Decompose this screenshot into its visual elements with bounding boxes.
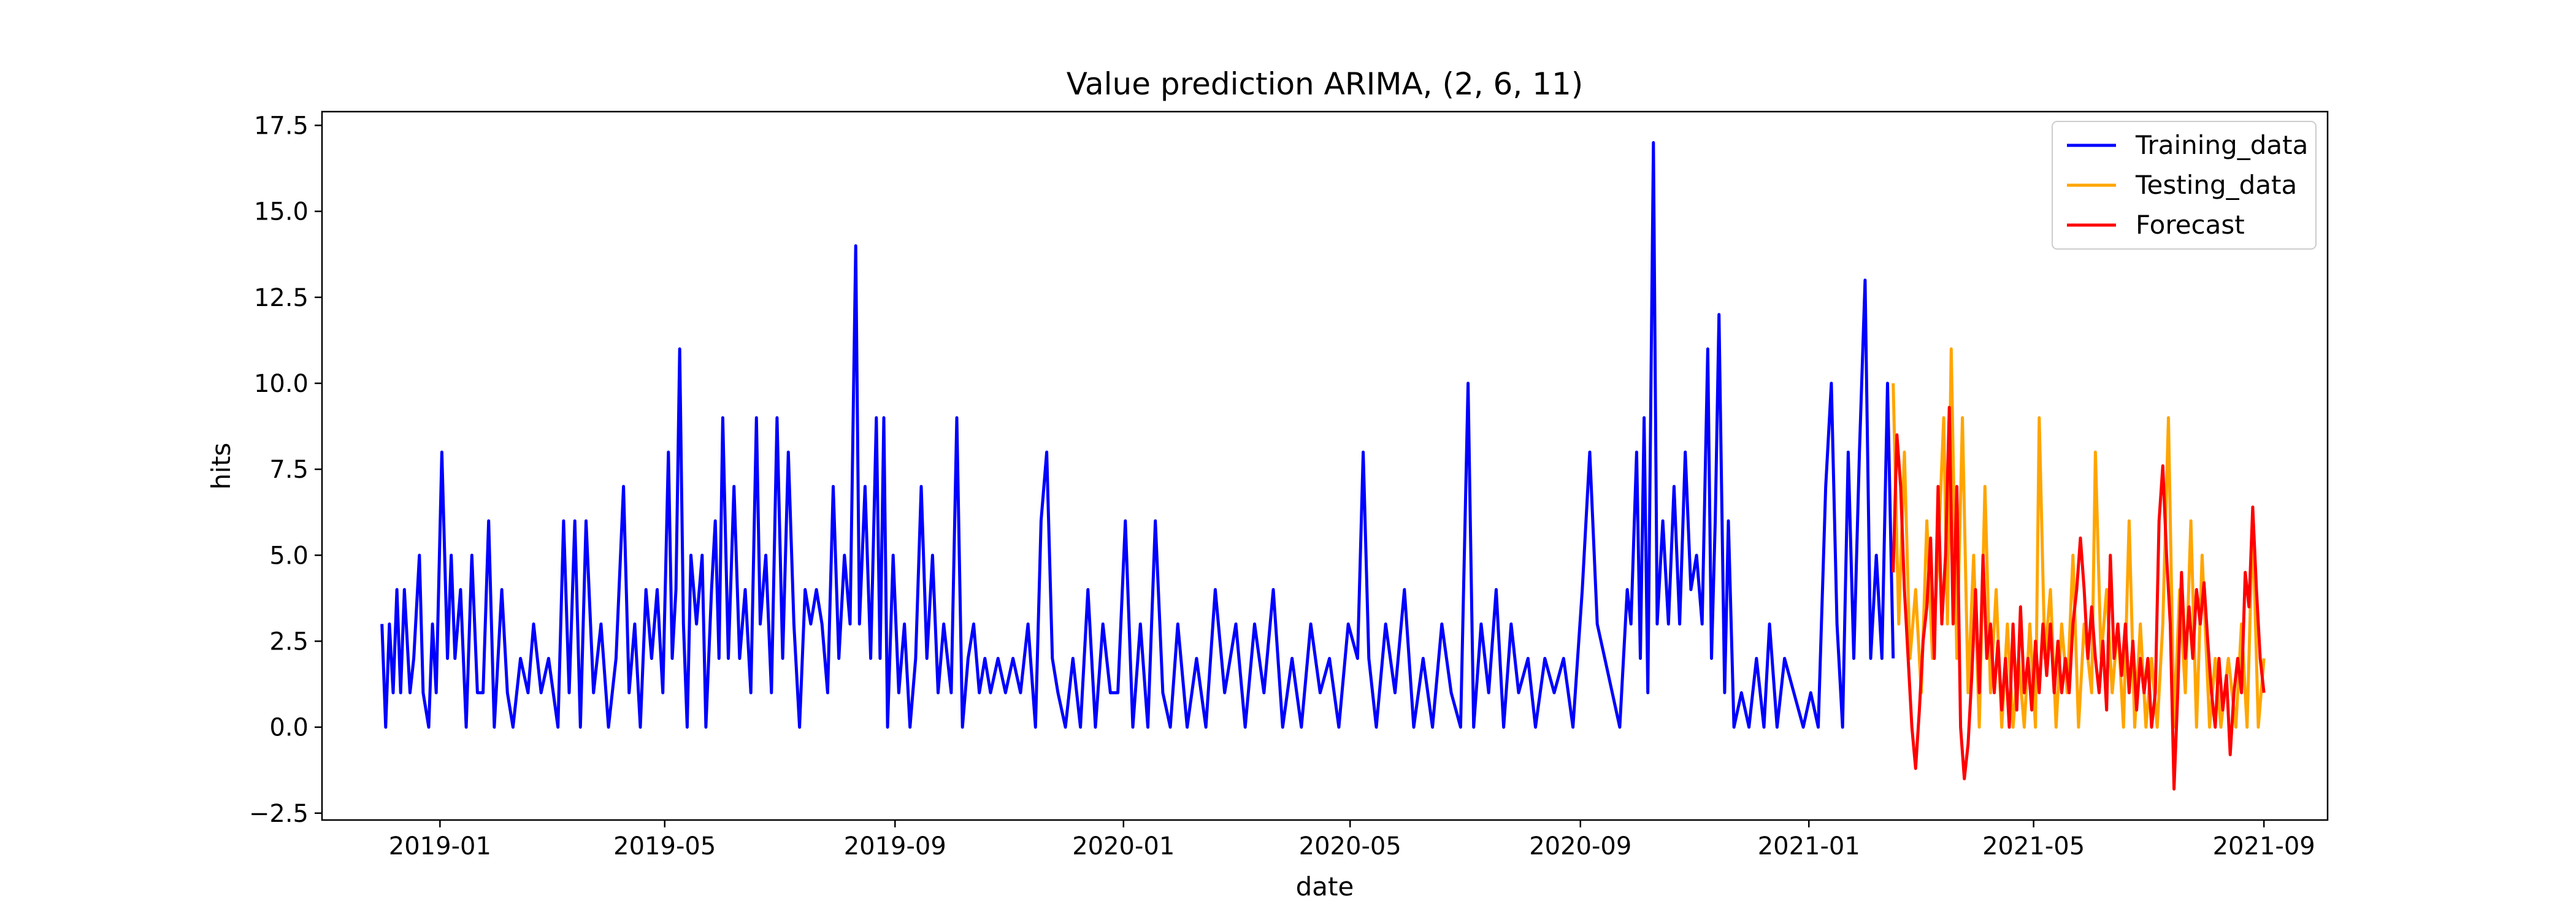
y-tick-label: 10.0 — [254, 370, 309, 398]
y-tick-label: 15.0 — [254, 198, 309, 226]
y-tick-label: −2.5 — [249, 800, 309, 828]
legend-item-training: Training_data — [2067, 130, 2308, 160]
y-tick-label: 2.5 — [269, 627, 309, 656]
chart-title: Value prediction ARIMA, (2, 6, 11) — [1067, 66, 1584, 102]
legend-item-testing: Testing_data — [2067, 170, 2297, 200]
legend: Training_data Testing_data Forecast — [2052, 121, 2317, 250]
x-tick-label: 2020-09 — [1529, 832, 1631, 861]
series-line-testing-data — [1892, 347, 2266, 729]
series-layer — [380, 141, 2266, 791]
plot-area — [321, 110, 2329, 821]
x-axis: 2019-01 2019-05 2019-09 2020-01 2020-05 2020-… — [389, 820, 2315, 861]
legend-box — [2052, 121, 2317, 250]
x-tick-label: 2021-01 — [1758, 832, 1860, 861]
y-tick-label: 0.0 — [269, 714, 309, 742]
x-axis-label: date — [1296, 872, 1354, 902]
y-tick-label: 5.0 — [269, 542, 309, 570]
x-tick-label: 2021-05 — [1982, 832, 2085, 861]
legend-item-forecast: Forecast — [2067, 210, 2245, 240]
x-tick-label: 2019-01 — [389, 832, 491, 861]
series-line-forecast — [1892, 405, 2266, 791]
x-tick-label: 2019-09 — [844, 832, 946, 861]
y-axis-label: hits — [206, 443, 236, 490]
series-line-training-data — [380, 141, 1895, 729]
x-tick-label: 2020-01 — [1072, 832, 1175, 861]
y-axis: −2.5 0.0 2.5 5.0 7.5 10.0 12.5 15.0 17.5 — [249, 112, 322, 828]
legend-label-training: Training_data — [2135, 130, 2308, 160]
y-tick-label: 12.5 — [254, 284, 309, 312]
x-tick-label: 2019-05 — [613, 832, 716, 861]
legend-label-testing: Testing_data — [2135, 170, 2297, 200]
x-tick-label: 2020-05 — [1299, 832, 1401, 861]
y-tick-label: 7.5 — [269, 456, 309, 484]
legend-label-forecast: Forecast — [2136, 210, 2245, 240]
y-tick-label: 17.5 — [254, 112, 309, 140]
x-tick-label: 2021-09 — [2213, 832, 2315, 861]
